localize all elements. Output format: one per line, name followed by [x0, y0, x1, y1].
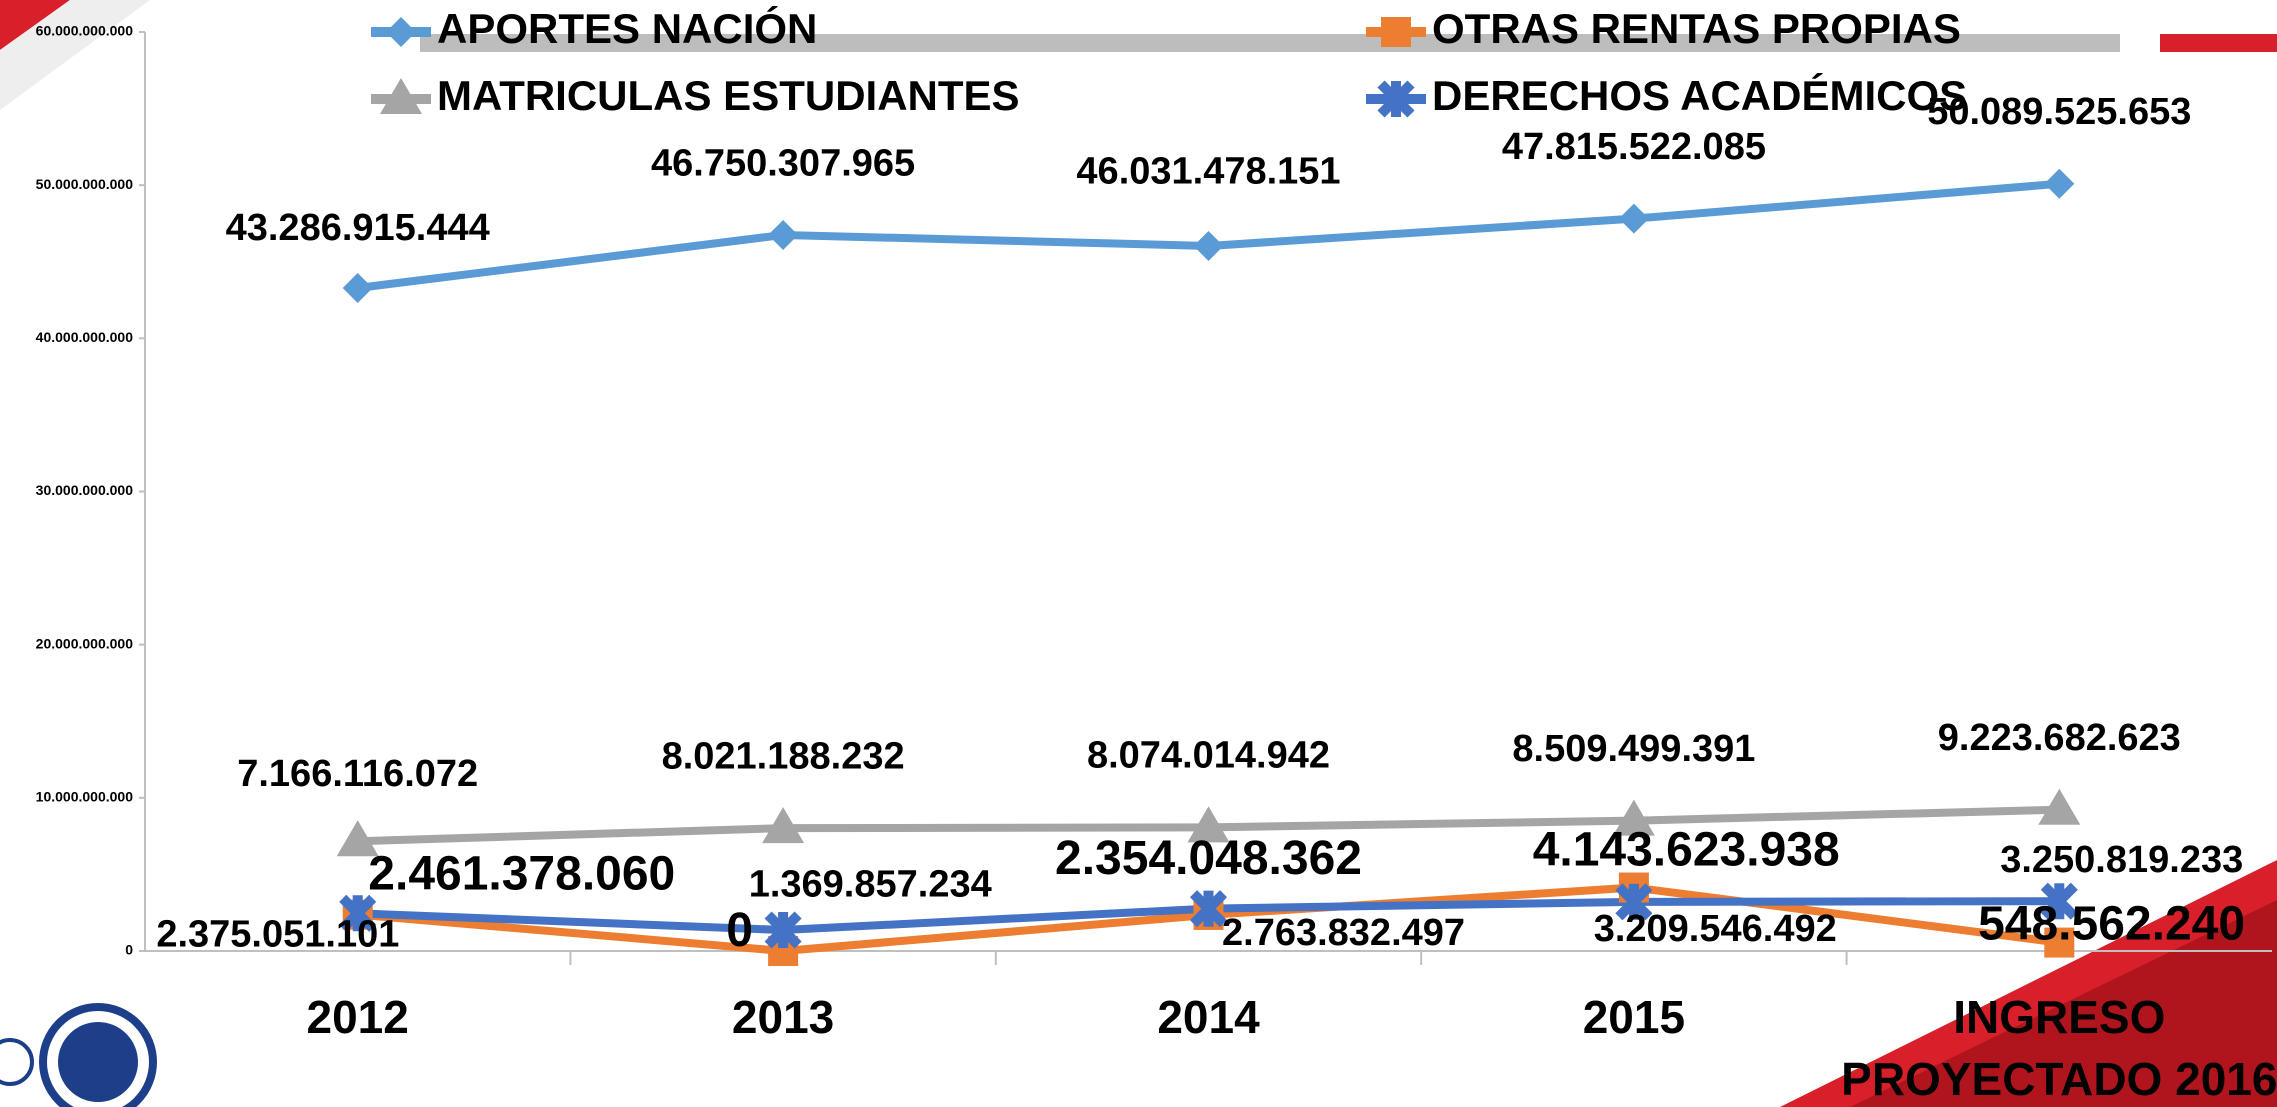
header-bar [2160, 34, 2277, 52]
value-label: 47.815.522.085 [1502, 126, 1766, 168]
value-label: 3.250.819.233 [2000, 839, 2243, 881]
value-label: 2.354.048.362 [1055, 832, 1362, 885]
legend-marker [1377, 80, 1415, 118]
marker [339, 894, 377, 932]
marker [764, 911, 802, 949]
x-tick-label: 2012 [306, 991, 409, 1043]
marker [762, 807, 805, 844]
legend-label: MATRICULAS ESTUDIANTES [437, 72, 1020, 119]
x-tick-label-box: INGRESO PROYECTADO 2016 [1841, 991, 2277, 1105]
y-tick-label: 0 [125, 942, 133, 958]
y-tick-label: 40.000.000.000 [36, 329, 134, 345]
value-label: 2.461.378.060 [368, 848, 675, 901]
value-label: 548.562.240 [1978, 897, 2245, 950]
x-tick-label-box: 2013 [731, 991, 835, 1043]
legend-marker [386, 17, 416, 47]
legend-label: DERECHOS ACADÉMICOS [1432, 72, 1967, 119]
value-label: 46.750.307.965 [651, 142, 915, 184]
x-tick-label: 2015 [1582, 991, 1686, 1043]
y-tick-label: 50.000.000.000 [36, 176, 134, 192]
legend-label: OTRAS RENTAS PROPIAS [1432, 5, 1961, 52]
marker [342, 272, 373, 303]
marker [768, 219, 799, 250]
header-bar [420, 34, 2120, 52]
x-tick-label-box: 2012 [306, 991, 409, 1043]
marker [1618, 203, 1649, 234]
legend-marker [380, 78, 422, 114]
marker [1193, 230, 1224, 261]
value-label: 2.763.832.497 [1222, 912, 1465, 954]
value-label: 9.223.682.623 [1938, 717, 2181, 759]
y-tick-label: 60.000.000.000 [36, 23, 134, 39]
x-tick-label: 2014 [1157, 991, 1260, 1043]
value-label: 50.089.525.653 [1927, 91, 2191, 133]
x-tick-label: INGRESO PROYECTADO 2016 [1841, 991, 2277, 1105]
legend-label: APORTES NACIÓN [437, 4, 817, 52]
corner-decoration [0, 0, 150, 110]
marker [1189, 890, 1228, 928]
marker [2040, 882, 2078, 920]
value-label: 2.375.051.101 [156, 913, 399, 955]
marker [1615, 883, 1653, 921]
value-label: 43.286.915.444 [226, 207, 490, 249]
marker [1187, 806, 1230, 843]
marker [2044, 168, 2075, 199]
marker [1612, 799, 1655, 836]
legend-marker [1381, 17, 1411, 47]
value-label: 8.021.188.232 [662, 735, 905, 777]
marker [336, 820, 379, 857]
value-label: 3.209.546.492 [1594, 908, 1837, 950]
x-tick-label-box: 2015 [1582, 991, 1686, 1043]
x-tick-label: 2013 [731, 991, 835, 1043]
x-tick-label-box: 2014 [1157, 991, 1260, 1043]
marker [2038, 788, 2081, 825]
logo [0, 1038, 34, 1086]
value-label: 4.143.623.938 [1533, 823, 1840, 876]
logo [58, 1022, 138, 1102]
y-tick-label: 10.000.000.000 [36, 789, 134, 805]
y-tick-label: 20.000.000.000 [36, 635, 134, 651]
marker [2044, 927, 2075, 958]
value-label: 8.509.499.391 [1512, 728, 1755, 770]
value-label: 8.074.014.942 [1087, 735, 1330, 777]
value-label: 1.369.857.234 [749, 863, 992, 905]
y-tick-label: 30.000.000.000 [36, 482, 134, 498]
value-label: 0 [726, 904, 753, 957]
value-label: 46.031.478.151 [1076, 150, 1340, 192]
value-label: 7.166.116.072 [237, 753, 478, 795]
